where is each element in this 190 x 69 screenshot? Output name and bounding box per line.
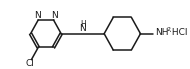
Text: N: N — [79, 24, 86, 33]
Text: Cl: Cl — [25, 59, 34, 68]
Text: ·HCl: ·HCl — [169, 28, 188, 37]
Text: H: H — [80, 20, 86, 29]
Text: N: N — [34, 12, 41, 20]
Text: NH: NH — [155, 28, 168, 37]
Text: N: N — [51, 12, 58, 20]
Text: 2: 2 — [167, 27, 171, 32]
